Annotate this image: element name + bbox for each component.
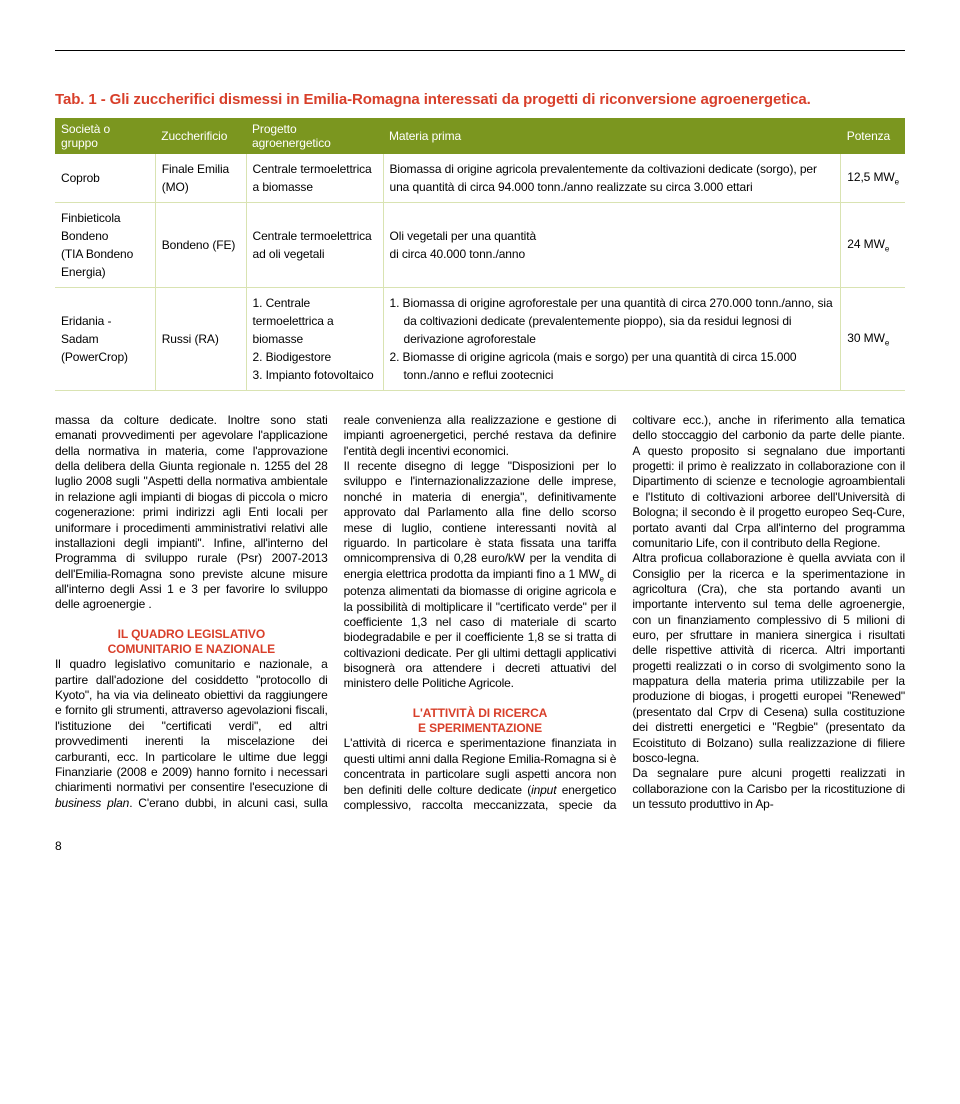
cell-societa: Eridania -Sadam(PowerCrop) bbox=[55, 288, 155, 391]
col-materia: Materia prima bbox=[383, 118, 841, 154]
table-row: Coprob Finale Emilia (MO) Centrale termo… bbox=[55, 154, 905, 203]
body-p6: Altra proficua collaborazione è quella a… bbox=[632, 551, 905, 766]
cell-societa: Coprob bbox=[55, 154, 155, 203]
cell-progetto: 1. Centrale termoelettrica a biomasse2. … bbox=[246, 288, 383, 391]
body-p4b: di potenza alimentati da biomasse di ori… bbox=[344, 567, 617, 691]
cell-societa: Finbieticola Bondeno(TIA Bondeno Energia… bbox=[55, 203, 155, 288]
col-societa: Società o gruppo bbox=[55, 118, 155, 154]
cell-materia: Oli vegetali per una quantitàdi circa 40… bbox=[383, 203, 841, 288]
cell-progetto: Centrale termoelettricaad oli vegetali bbox=[246, 203, 383, 288]
body-text: massa da colture dedicate. Inoltre sono … bbox=[55, 413, 905, 813]
body-p2: Inoltre sono stati emanati provvedimenti… bbox=[55, 413, 328, 611]
table-header-row: Società o gruppo Zuccherificio Progetto … bbox=[55, 118, 905, 154]
table-title: Tab. 1 - Gli zuccherifici dismessi in Em… bbox=[55, 91, 905, 108]
body-p3a: Il quadro legislativo comunitario e nazi… bbox=[55, 657, 328, 794]
cell-potenza: 30 MWe bbox=[841, 288, 905, 391]
table-row: Finbieticola Bondeno(TIA Bondeno Energia… bbox=[55, 203, 905, 288]
cell-zuccherificio: Russi (RA) bbox=[155, 288, 246, 391]
cell-materia: Biomassa di origine agricola prevalentem… bbox=[383, 154, 841, 203]
page-number: 8 bbox=[55, 839, 905, 853]
body-p3b: business plan bbox=[55, 796, 129, 810]
section-head-legislativo: IL QUADRO LEGISLATIVO COMUNITARIO E NAZI… bbox=[55, 627, 328, 658]
body-p1: massa da colture dedicate. bbox=[55, 413, 217, 427]
cell-potenza: 12,5 MWe bbox=[841, 154, 905, 203]
cell-zuccherificio: Finale Emilia (MO) bbox=[155, 154, 246, 203]
cell-zuccherificio: Bondeno (FE) bbox=[155, 203, 246, 288]
cell-potenza: 24 MWe bbox=[841, 203, 905, 288]
cell-materia: 1. Biomassa di origine agroforestale per… bbox=[383, 288, 841, 391]
col-potenza: Potenza bbox=[841, 118, 905, 154]
table-row: Eridania -Sadam(PowerCrop) Russi (RA) 1.… bbox=[55, 288, 905, 391]
body-p5b: input bbox=[531, 783, 556, 797]
top-rule bbox=[55, 50, 905, 51]
body-p7: Da segnalare pure alcuni progetti realiz… bbox=[632, 766, 905, 812]
section-head-ricerca: L'ATTIVITÀ DI RICERCA E SPERIMENTAZIONE bbox=[344, 706, 617, 737]
data-table: Società o gruppo Zuccherificio Progetto … bbox=[55, 118, 905, 391]
body-p4a: Il recente disegno di legge "Disposizion… bbox=[344, 459, 617, 581]
cell-progetto: Centrale termoelettrica a biomasse bbox=[246, 154, 383, 203]
col-progetto: Progetto agroenergetico bbox=[246, 118, 383, 154]
col-zuccherificio: Zuccherificio bbox=[155, 118, 246, 154]
